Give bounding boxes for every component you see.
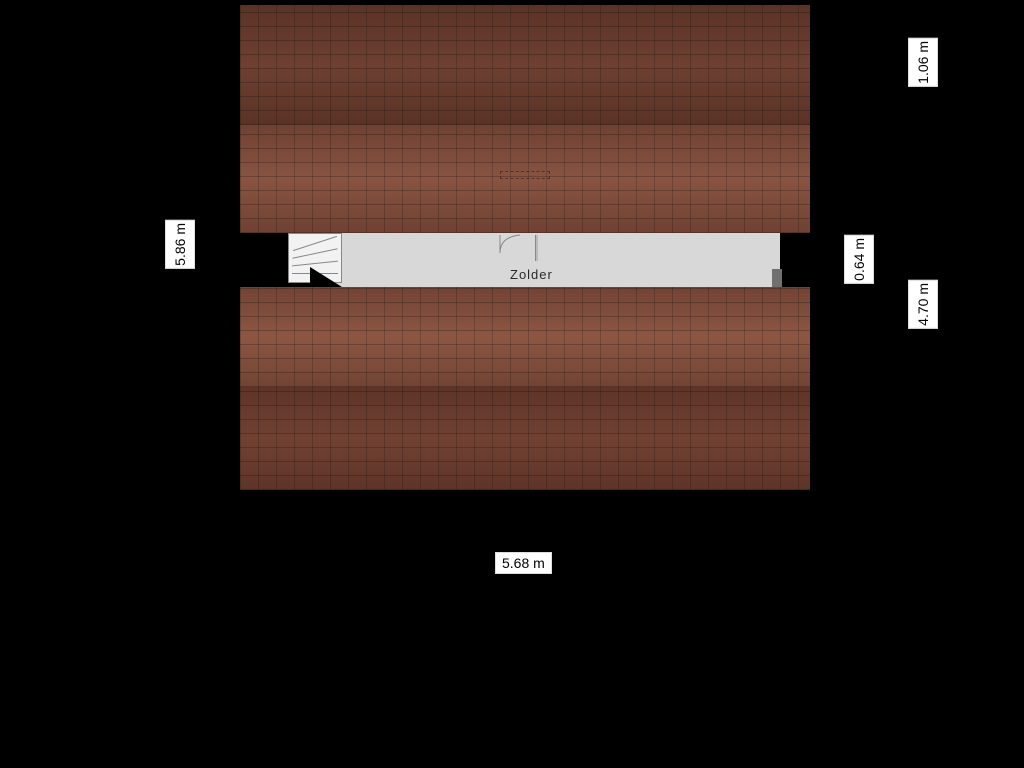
- floorplan-container: Zolder: [240, 5, 810, 490]
- roof-section-upper: [240, 125, 810, 233]
- roof-section-bottom: [240, 387, 810, 490]
- roof-section-top: [240, 5, 810, 125]
- dim-label-right-bottom: 4.70 m: [908, 280, 938, 329]
- dim-label-left: 5.86 m: [165, 220, 195, 269]
- dim-label-right-center: 0.64 m: [844, 235, 874, 284]
- roof-hatch-outline: [500, 171, 550, 179]
- hatch-panel: [535, 235, 538, 261]
- dim-label-right-top: 1.06 m: [908, 38, 938, 87]
- stair-opening-edge: [310, 267, 342, 287]
- hatch-opening: [498, 233, 526, 255]
- dim-label-bottom: 5.68 m: [495, 552, 552, 574]
- room-label-zolder: Zolder: [510, 267, 553, 282]
- wall-element: [772, 269, 782, 287]
- wall-recess: [780, 233, 810, 287]
- roof-section-lower: [240, 287, 810, 387]
